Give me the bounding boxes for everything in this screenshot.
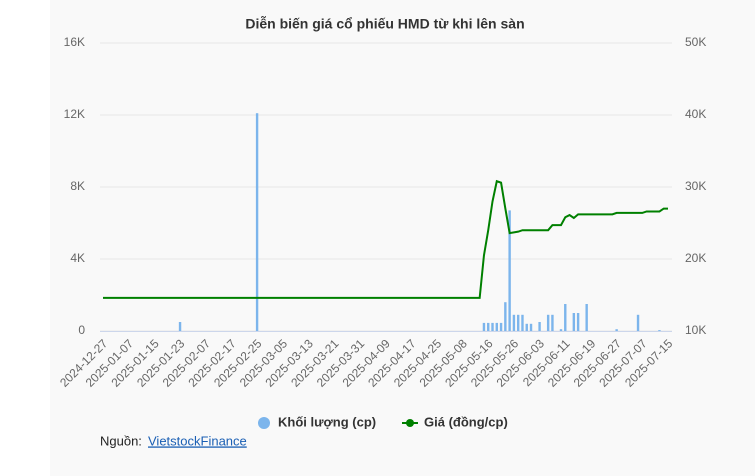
y2-tick-label: 30K [685, 179, 706, 193]
volume-bar [559, 329, 563, 331]
legend-symbol [406, 419, 414, 427]
chart-background [50, 0, 755, 476]
y-tick-label: 8K [70, 179, 85, 193]
y-tick-label: 16K [64, 35, 85, 49]
volume-bar [636, 314, 640, 331]
volume-bar [576, 313, 580, 331]
volume-bar [255, 113, 259, 331]
volume-bar [512, 314, 516, 331]
volume-bar [482, 322, 486, 331]
volume-bar [529, 323, 533, 331]
legend-symbol [258, 417, 270, 429]
y-tick-label: 4K [70, 251, 85, 265]
price-line [103, 179, 668, 299]
source-label: Nguồn: [100, 433, 142, 448]
volume-bar [487, 322, 490, 331]
volume-bar [658, 330, 661, 331]
y-tick-label: 0 [78, 323, 85, 337]
y2-tick-label: 50K [685, 35, 706, 49]
y2-tick-label: 20K [685, 251, 706, 265]
volume-bar [551, 314, 554, 331]
y-tick-label: 12K [64, 107, 85, 121]
volume-bar [538, 322, 541, 331]
volume-bar [178, 322, 182, 331]
y2-tick-label: 40K [685, 107, 706, 121]
volume-bar [521, 314, 524, 331]
volume-bar [564, 304, 567, 331]
legend-label: Giá (đồng/cp) [424, 414, 508, 429]
volume-bar [585, 304, 588, 331]
volume-bar [491, 322, 494, 331]
volume-bar [504, 302, 507, 331]
y2-tick-label: 10K [685, 323, 706, 337]
volume-bar [516, 314, 520, 331]
volume-bar [499, 322, 503, 331]
volume-bar [525, 323, 528, 331]
volume-bar [615, 329, 618, 331]
volume-bar [508, 210, 511, 331]
source-link[interactable]: VietstockFinance [148, 433, 247, 448]
chart-title: Diễn biến giá cổ phiếu HMD từ khi lên sà… [245, 16, 524, 32]
volume-bar [546, 314, 550, 331]
volume-bar [572, 313, 576, 331]
volume-bar [495, 322, 498, 331]
legend-label: Khối lượng (cp) [278, 414, 376, 429]
